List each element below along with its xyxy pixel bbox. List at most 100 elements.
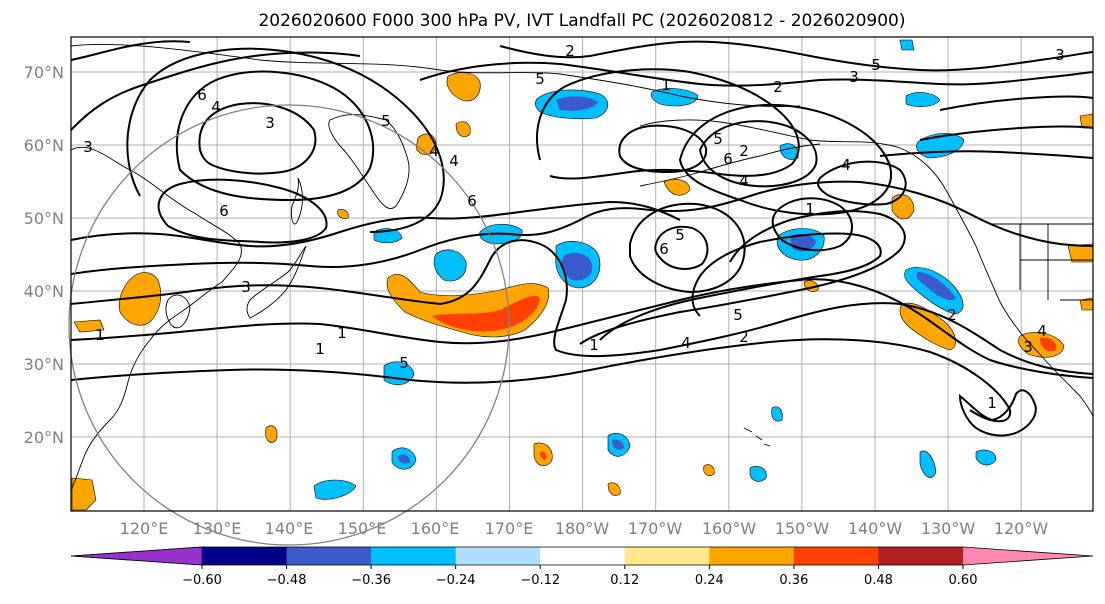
colorbar-swatch (455, 547, 541, 565)
contour-line (70, 200, 681, 248)
contour-label: 2 (947, 306, 957, 324)
colorbar-ticks: −0.60 −0.48 −0.36 −0.24 −0.12 0.12 0.24 0.36 0.4… (182, 565, 977, 588)
colorbar-tick-label: 0.36 (779, 573, 808, 588)
contour-label: 4 (1037, 322, 1047, 340)
contour-label: 3 (849, 68, 859, 86)
colorbar-extend-high (963, 547, 1093, 565)
warm-region (446, 72, 481, 102)
contour-label: 6 (723, 150, 733, 168)
contour-line (70, 278, 1094, 379)
range-circle (68, 104, 510, 546)
contour-line (126, 47, 445, 233)
lat-label: 40°N (24, 282, 64, 301)
contour-label: 1 (337, 324, 347, 342)
coastline-aleutians (639, 143, 821, 187)
latitude-labels: 70°N 60°N 50°N 40°N 30°N 20°N (24, 63, 64, 447)
warm-region (1040, 337, 1057, 352)
warm-region (73, 319, 105, 333)
colorbar-tick-label: −0.24 (436, 573, 476, 588)
contour-label: 5 (381, 112, 391, 130)
lon-label: 120°W (994, 519, 1049, 538)
contour-line (70, 180, 1094, 275)
contour-line (499, 40, 1094, 72)
contour-label: 4 (429, 142, 439, 160)
warm-region (118, 272, 162, 326)
contour-line (70, 51, 361, 131)
warm-region (540, 451, 547, 460)
contour-line (654, 225, 709, 270)
contour-label: 5 (535, 70, 545, 88)
contour-line (599, 232, 882, 341)
coastline-siberia (70, 43, 801, 107)
contour-label: 2 (565, 42, 575, 60)
colorbar-swatch (540, 547, 626, 565)
contour-line (70, 40, 191, 61)
contour-label: 3 (1023, 338, 1033, 356)
lat-label: 60°N (24, 136, 64, 155)
cool-region (313, 479, 357, 500)
cool-region (899, 39, 915, 51)
contour-label: 4 (841, 156, 851, 174)
contour-label: 6 (467, 192, 477, 210)
coastline-korea (165, 294, 191, 329)
colorbar-tick-label: −0.12 (520, 573, 560, 588)
contour-label: 4 (449, 152, 459, 170)
lon-label: 120°E (120, 519, 169, 538)
lon-label: 130°E (193, 519, 242, 538)
contour-label: 4 (681, 334, 691, 352)
cool-region (612, 439, 624, 450)
colorbar-swatch (878, 547, 964, 565)
colorbar-swatch (202, 547, 288, 565)
colorbar: −0.60 −0.48 −0.36 −0.24 −0.12 0.12 0.24 0.36 0.4… (70, 546, 1094, 588)
coastline-kamchatka (328, 114, 410, 210)
colorbar-tick-label: −0.36 (351, 573, 391, 588)
contour-label: 1 (805, 200, 815, 218)
warm-region (265, 425, 278, 443)
cool-region (562, 252, 593, 281)
coastline-sakhalin (291, 177, 303, 225)
lon-label: 150°W (775, 519, 830, 538)
contour-label: 1 (95, 326, 105, 344)
colorbar-swatch (709, 547, 795, 565)
lon-label: 140°E (265, 519, 314, 538)
coastline-hawaii (743, 427, 771, 447)
lon-label: 160°W (702, 519, 757, 538)
contour-line (618, 124, 708, 174)
colorbar-tick-label: −0.48 (267, 573, 307, 588)
contour-label: 1 (589, 336, 599, 354)
cool-region (749, 466, 767, 482)
contour-label: 6 (197, 86, 207, 104)
cool-region (398, 454, 410, 464)
coastline-north-america (945, 189, 1094, 417)
colorbar-extend-low (70, 546, 203, 566)
contour-label: 1 (661, 76, 671, 94)
lat-label: 20°N (24, 428, 64, 447)
warm-region (455, 121, 471, 137)
colorbar-swatch (793, 547, 879, 565)
contour-label: 2 (773, 78, 783, 96)
lat-label: 30°N (24, 355, 64, 374)
contour-line (70, 338, 1012, 423)
contour-label: 6 (219, 202, 229, 220)
cool-region (650, 88, 699, 107)
contour-label: 1 (315, 340, 325, 358)
lon-label: 180°W (555, 519, 610, 538)
cool-region (975, 449, 997, 466)
figure-title: 2026020600 F000 300 hPa PV, IVT Landfall… (258, 11, 905, 31)
contour-label: 3 (1055, 46, 1065, 64)
contour-label: 5 (733, 306, 743, 324)
colorbar-tick-label: 0.48 (864, 573, 893, 588)
ivt-contours (70, 40, 1094, 437)
cool-region (905, 92, 941, 107)
contour-line (198, 102, 317, 175)
contour-label: 3 (83, 138, 93, 156)
lon-label: 130°W (921, 519, 976, 538)
lat-label: 50°N (24, 209, 64, 228)
contour-line (629, 202, 746, 294)
contour-label: 5 (713, 130, 723, 148)
warm-region (71, 477, 97, 511)
cool-region (916, 272, 956, 301)
contour-line (70, 239, 1094, 375)
contour-line (536, 68, 800, 180)
warm-region (607, 482, 621, 496)
